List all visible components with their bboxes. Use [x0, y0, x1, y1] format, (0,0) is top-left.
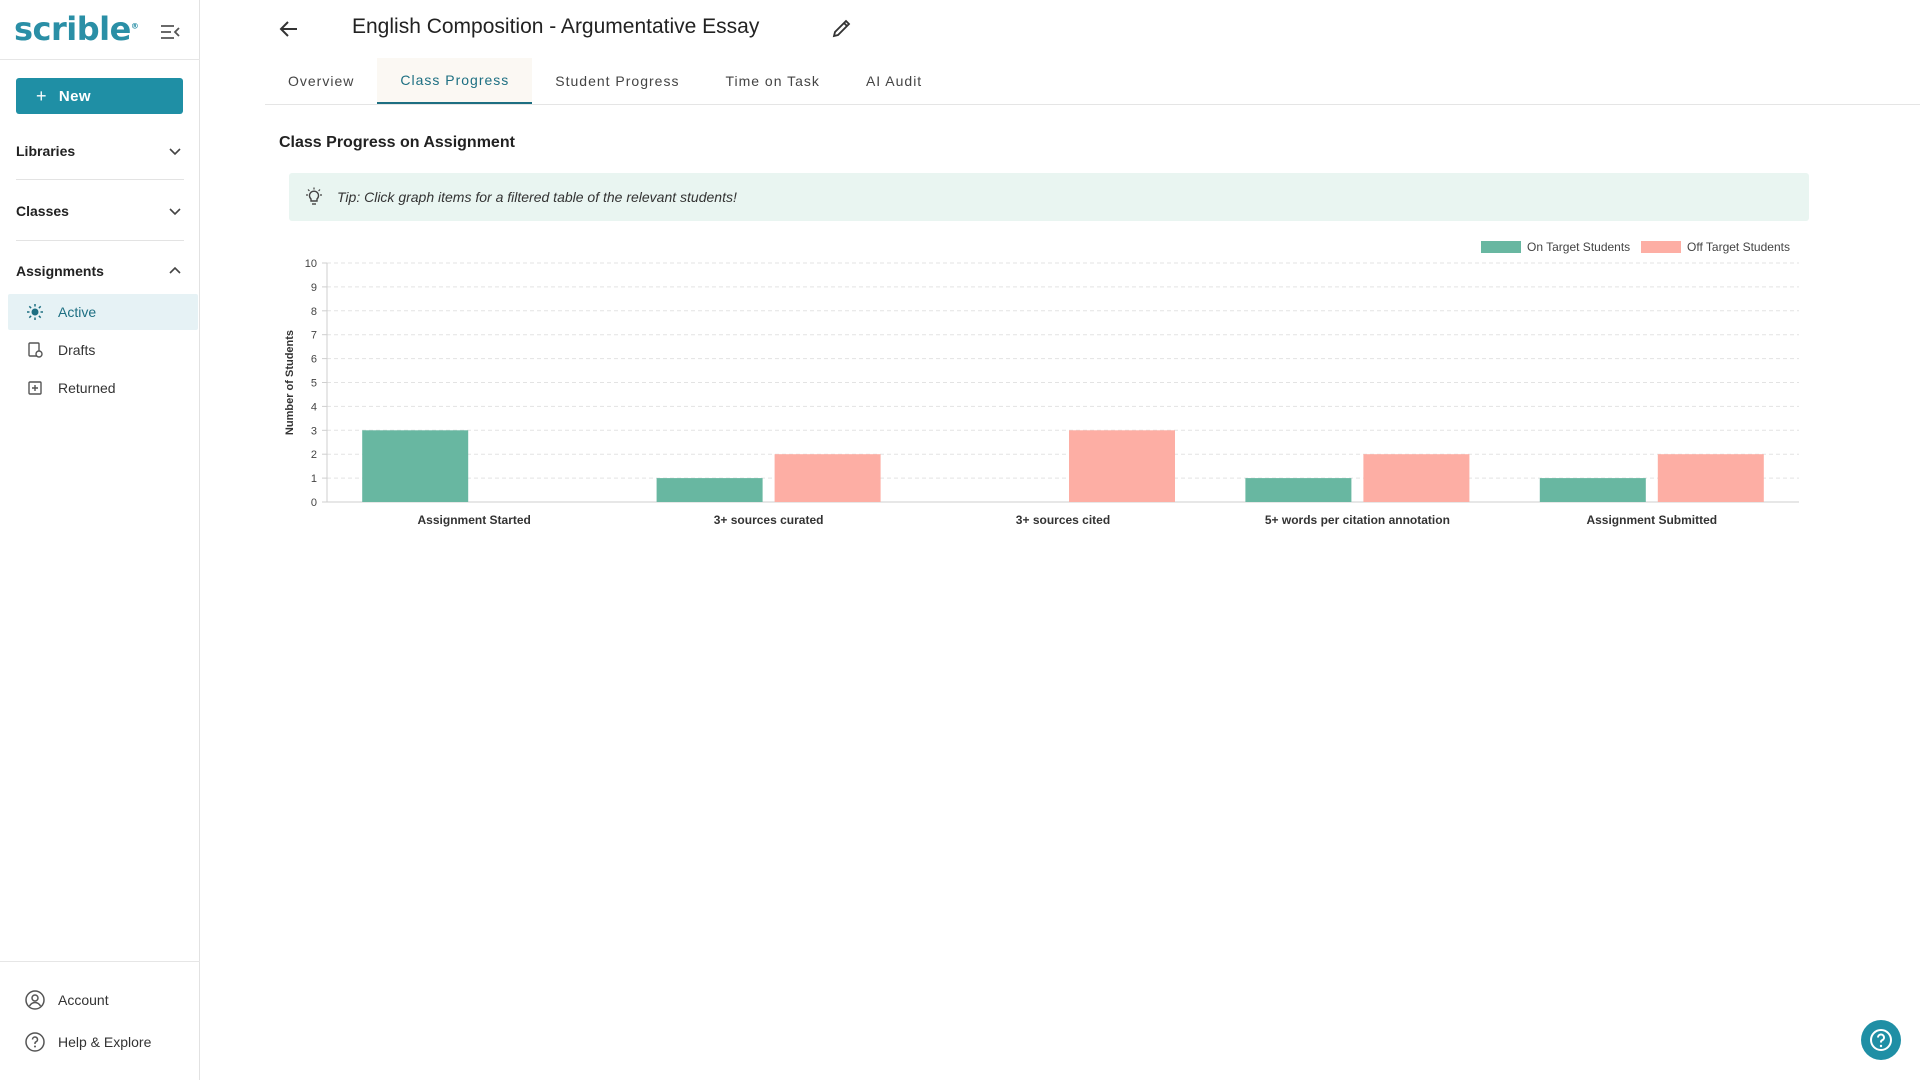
scrible-logo[interactable]: scrible® — [14, 10, 139, 48]
tab-student-progress[interactable]: Student Progress — [555, 73, 680, 89]
sun-icon — [26, 303, 44, 321]
bar-off-target[interactable] — [1069, 430, 1175, 502]
tab-bar: Overview Class Progress Student Progress… — [265, 58, 945, 104]
y-tick-label: 0 — [311, 497, 317, 509]
y-tick-label: 8 — [311, 306, 317, 318]
y-tick-label: 10 — [305, 258, 317, 270]
sidebar-item-returned[interactable]: Returned — [8, 370, 198, 406]
y-tick-label: 4 — [311, 401, 317, 413]
new-button[interactable]: + New — [16, 78, 183, 114]
section-classes[interactable]: Classes — [16, 191, 184, 231]
x-category-label: 3+ sources curated — [714, 513, 824, 527]
tab-time-on-task[interactable]: Time on Task — [725, 73, 820, 89]
tab-overview[interactable]: Overview — [288, 73, 355, 89]
divider — [265, 104, 1920, 105]
sidebar-item-label: Returned — [58, 380, 116, 396]
y-tick-label: 2 — [311, 449, 317, 461]
divider — [0, 961, 200, 962]
y-tick-label: 6 — [311, 354, 317, 366]
legend-label[interactable]: On Target Students — [1527, 240, 1630, 254]
new-button-label: New — [58, 87, 91, 105]
y-tick-label: 9 — [311, 282, 317, 294]
sidebar-item-label: Drafts — [58, 342, 96, 358]
back-arrow-icon[interactable] — [276, 16, 302, 42]
page-title: English Composition - Argumentative Essa… — [352, 15, 760, 38]
tab-ai-audit[interactable]: AI Audit — [865, 73, 923, 89]
bar-off-target[interactable] — [774, 454, 881, 502]
sidebar-item-drafts[interactable]: Drafts — [8, 332, 198, 368]
y-tick-label: 3 — [311, 425, 317, 437]
tab-class-progress[interactable]: Class Progress — [377, 58, 533, 104]
section-label: Classes — [16, 203, 69, 219]
lightbulb-icon — [306, 187, 322, 205]
chevron-down-icon — [169, 208, 181, 216]
legend-swatch[interactable] — [1641, 241, 1681, 253]
tip-banner: Tip: Click graph items for a filtered ta… — [289, 173, 1809, 221]
section-label: Assignments — [16, 263, 104, 279]
sidebar-item-active[interactable]: Active — [8, 294, 198, 330]
bar-off-target[interactable] — [1363, 454, 1470, 502]
help-explore-link[interactable]: Help & Explore — [24, 1027, 151, 1057]
divider — [0, 59, 200, 60]
legend-swatch[interactable] — [1481, 241, 1521, 253]
x-category-label: Assignment Started — [418, 513, 531, 527]
x-category-label: 5+ words per citation annotation — [1265, 513, 1450, 527]
drafts-icon — [26, 341, 44, 359]
section-label: Libraries — [16, 143, 76, 159]
x-category-label: Assignment Submitted — [1586, 513, 1717, 527]
returned-icon — [26, 379, 44, 397]
collapse-sidebar-icon[interactable] — [158, 20, 182, 44]
pencil-icon[interactable] — [830, 16, 854, 40]
class-progress-chart: 0 1 2 3 4 5 6 7 8 9 10 Number of Students Assignment… — [284, 240, 1799, 527]
bar-on-target[interactable] — [1245, 478, 1352, 502]
y-tick-label: 1 — [311, 473, 317, 485]
tip-text: Tip: Click graph items for a filtered ta… — [337, 189, 737, 205]
sidebar-item-label: Active — [58, 304, 97, 320]
divider — [16, 240, 184, 241]
bar-on-target[interactable] — [362, 430, 469, 502]
account-label: Account — [58, 992, 109, 1008]
help-fab-button[interactable] — [1861, 1020, 1901, 1060]
section-assignments[interactable]: Assignments — [16, 251, 184, 291]
registered-mark: ® — [130, 21, 139, 31]
y-tick-label: 7 — [311, 330, 317, 342]
bar-on-target[interactable] — [656, 478, 763, 502]
section-libraries[interactable]: Libraries — [16, 131, 184, 171]
chevron-down-icon — [169, 148, 181, 156]
section-title: Class Progress on Assignment — [279, 134, 515, 151]
account-link[interactable]: Account — [24, 985, 109, 1015]
question-icon — [1870, 1029, 1892, 1051]
sidebar: scrible® + New Libraries Classes Assignm… — [0, 0, 200, 1080]
help-icon — [25, 1032, 45, 1052]
plus-icon: + — [36, 85, 47, 106]
legend-label[interactable]: Off Target Students — [1687, 240, 1790, 254]
y-axis-label: Number of Students — [284, 330, 296, 435]
account-icon — [25, 990, 45, 1010]
chevron-up-icon — [169, 266, 181, 274]
divider — [16, 179, 184, 180]
help-explore-label: Help & Explore — [58, 1034, 152, 1050]
bar-off-target[interactable] — [1657, 454, 1764, 502]
y-tick-label: 5 — [311, 378, 317, 390]
bar-on-target[interactable] — [1539, 478, 1646, 502]
x-category-label: 3+ sources cited — [1016, 513, 1110, 527]
